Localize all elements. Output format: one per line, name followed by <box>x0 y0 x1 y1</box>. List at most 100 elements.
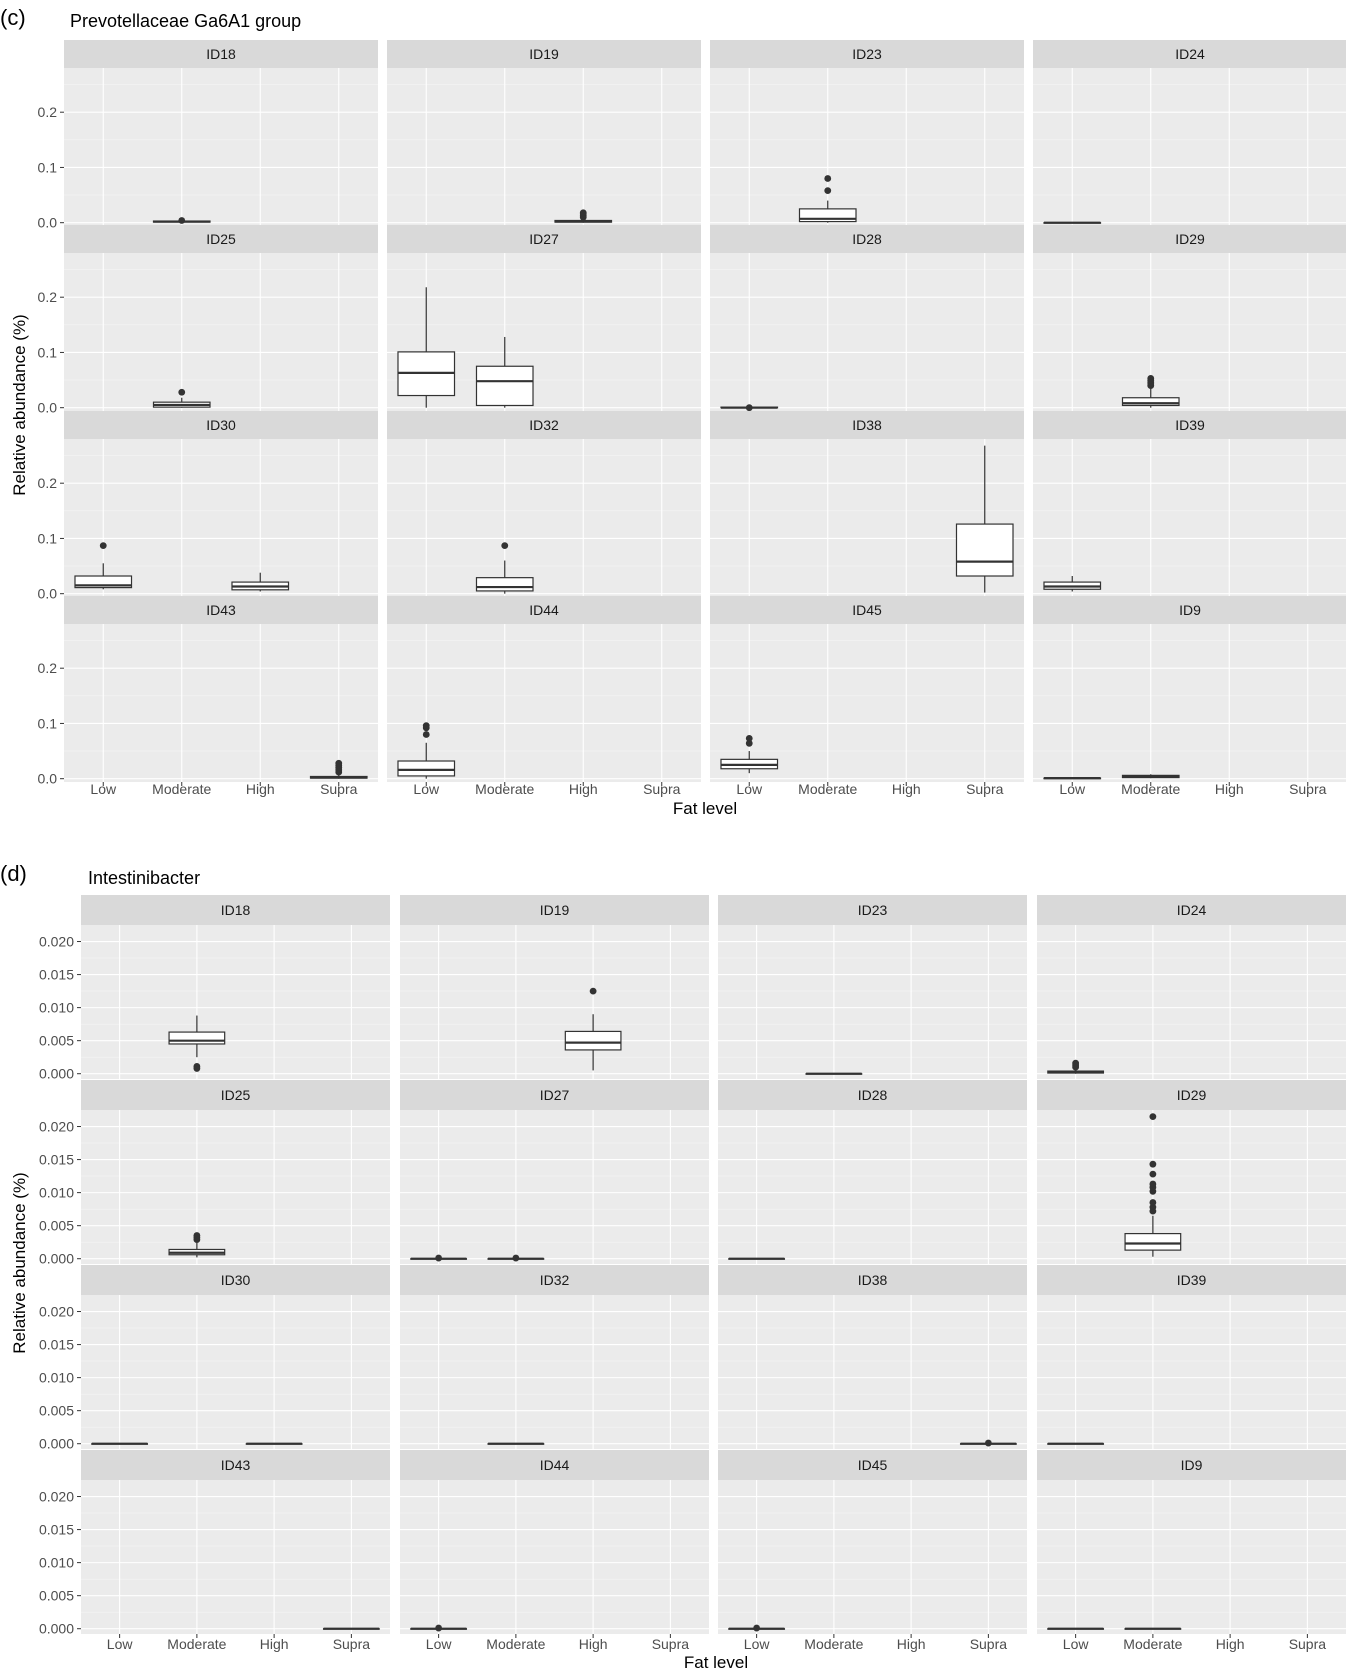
x-tick-label: Low <box>413 781 440 797</box>
facet-panel <box>64 68 378 226</box>
facet-strip-label: ID38 <box>852 417 882 433</box>
x-tick-label: High <box>579 1636 608 1652</box>
box-body <box>168 1031 226 1045</box>
box-moderate <box>168 1015 226 1072</box>
facet-strip <box>64 40 378 68</box>
facet-strip <box>81 1450 390 1480</box>
facet-strip-label: ID9 <box>1179 602 1201 618</box>
facet-ID28: ID28 <box>710 225 1024 412</box>
y-tick-label: 0.020 <box>39 1119 74 1135</box>
facet-strip-label: ID25 <box>206 231 236 247</box>
box-high <box>564 987 622 1071</box>
facet-ID25: ID25 0.000 0.005 0.010 0.015 0.020 <box>39 1080 390 1267</box>
facet-panel <box>400 1110 709 1264</box>
facet-panel <box>1033 68 1346 226</box>
facet-strip-label: ID24 <box>1175 46 1205 62</box>
y-axis-title: Relative abundance (%) <box>10 314 29 495</box>
y-tick-label: 0.000 <box>39 1436 74 1452</box>
facet-panel <box>81 1480 390 1634</box>
facet-strip-label: ID28 <box>852 231 882 247</box>
outlier-point <box>745 734 753 742</box>
box-moderate <box>1121 774 1180 779</box>
facet-strip-label: ID32 <box>540 1272 570 1288</box>
facet-strip <box>718 1080 1027 1110</box>
facet-strip-label: ID44 <box>529 602 559 618</box>
x-tick-label: Supra <box>1289 781 1327 797</box>
chart-1: (d) Intestinibacter Relative abundance (%)… <box>0 861 1346 1671</box>
y-tick-label: 0.015 <box>39 1152 74 1168</box>
facet-strip <box>718 1265 1027 1295</box>
y-tick-label: 0.1 <box>38 159 58 175</box>
x-tick-label: High <box>1216 1636 1245 1652</box>
outlier-point <box>193 1232 201 1239</box>
facet-strip-label: ID28 <box>858 1087 888 1103</box>
y-tick-label: 0.015 <box>39 1522 74 1538</box>
facet-strip-label: ID39 <box>1177 1272 1207 1288</box>
facet-strip <box>1037 895 1346 925</box>
x-tick-label: Low <box>107 1636 134 1652</box>
facet-strip-label: ID19 <box>529 46 559 62</box>
box-moderate <box>152 217 211 224</box>
facet-panel <box>1037 1110 1346 1264</box>
facet-ID44: ID44 Low Moderate High Supra <box>400 1450 709 1652</box>
facet-ID29: ID29 <box>1033 225 1346 411</box>
facet-panel <box>1033 439 1346 597</box>
box-supra <box>309 759 368 779</box>
chart-title: Prevotellaceae Ga6A1 group <box>70 11 301 31</box>
box-body <box>74 575 133 589</box>
facet-ID9: ID9 Low Moderate High Supra <box>1037 1450 1346 1652</box>
facet-panel <box>81 925 390 1079</box>
box-body <box>475 577 534 592</box>
outlier-point <box>1149 1180 1157 1188</box>
outlier-point <box>512 1254 520 1262</box>
facet-strip <box>81 1080 390 1110</box>
facet-strip <box>400 1080 709 1110</box>
facet-ID32: ID32 <box>400 1265 709 1449</box>
facet-panel <box>718 1480 1027 1634</box>
box-low <box>1043 576 1102 592</box>
x-tick-label: Low <box>736 781 763 797</box>
y-axis-title: Relative abundance (%) <box>10 1172 29 1353</box>
outlier-point <box>501 542 509 550</box>
facet-panel <box>81 1110 390 1264</box>
x-tick-label: Supra <box>652 1636 690 1652</box>
y-tick-label: 0.010 <box>39 1555 74 1571</box>
outlier-point <box>178 217 186 224</box>
facet-panel <box>1037 925 1346 1079</box>
y-tick-label: 0.2 <box>38 475 58 491</box>
facet-panel <box>64 439 378 597</box>
facet-strip <box>1037 1265 1346 1295</box>
outlier-point <box>422 722 430 730</box>
x-tick-label: High <box>260 1636 289 1652</box>
facet-ID45: ID45 Low Moderate High Supra <box>710 596 1024 797</box>
x-tick-label: Moderate <box>798 781 857 797</box>
x-axis-title: Fat level <box>684 1653 748 1671</box>
y-tick-label: 0.000 <box>39 1066 74 1082</box>
box-low <box>397 722 456 779</box>
facet-ID27: ID27 <box>387 225 701 411</box>
facet-ID39: ID39 <box>1033 411 1346 597</box>
facet-strip-label: ID39 <box>1175 417 1205 433</box>
facet-strip-label: ID30 <box>221 1272 251 1288</box>
y-tick-label: 0.005 <box>39 1588 74 1604</box>
y-tick-label: 0.0 <box>38 400 58 416</box>
box-moderate <box>798 175 857 223</box>
facet-strip <box>64 225 378 253</box>
outlier-point <box>435 1624 443 1632</box>
y-tick-label: 0.0 <box>38 771 58 787</box>
box-high <box>231 572 290 592</box>
facet-strip-label: ID18 <box>221 902 251 918</box>
facet-strip-label: ID27 <box>529 231 559 247</box>
outlier-point <box>99 542 107 550</box>
facet-panel <box>64 253 378 411</box>
x-tick-label: Moderate <box>152 781 211 797</box>
x-tick-label: Supra <box>1289 1636 1327 1652</box>
y-tick-label: 0.000 <box>39 1251 74 1267</box>
facet-panel <box>387 624 701 782</box>
outlier-point <box>178 388 186 396</box>
box-moderate <box>475 336 534 408</box>
facet-ID30: ID30 0.0 0.1 0.2 <box>38 411 378 602</box>
y-tick-label: 0.2 <box>38 104 58 120</box>
y-tick-label: 0.1 <box>38 530 58 546</box>
